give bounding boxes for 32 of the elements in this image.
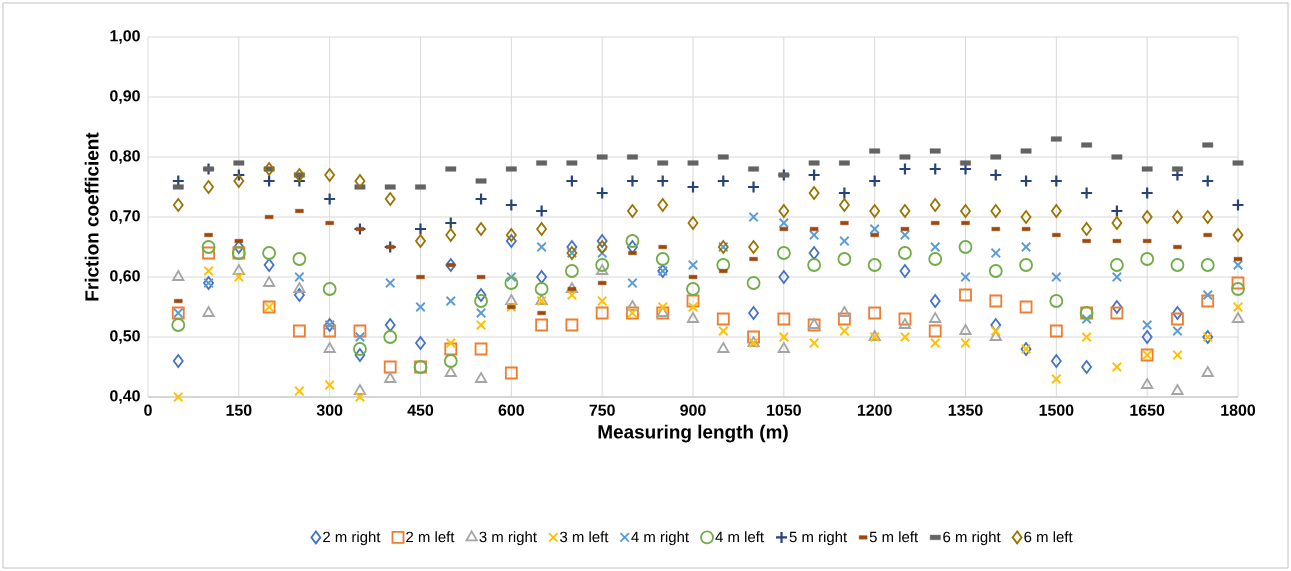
y-tick-label: 0,50: [110, 330, 140, 344]
y-tick-label: 0,80: [110, 150, 140, 164]
x-tick-label: 1650: [1130, 404, 1165, 416]
legend-label: 6 m right: [943, 531, 1001, 546]
y-tick-label: 0,70: [110, 210, 140, 224]
x-tick-label: 1800: [1221, 404, 1256, 416]
x-tick-label: 0: [144, 404, 152, 416]
x-tick-label: 150: [226, 404, 252, 416]
y-tick-label: 1,00: [110, 30, 140, 44]
legend-label: 2 m right: [323, 531, 381, 546]
legend-label: 4 m left: [715, 531, 764, 543]
y-axis-title: Friction coefficient: [84, 132, 99, 301]
x-tick-label: 1350: [948, 404, 983, 416]
legend-label: 3 m right: [479, 531, 537, 546]
x-tick-label: 600: [498, 404, 524, 416]
x-tick-label: 300: [316, 404, 343, 416]
x-tick-label: 1050: [767, 404, 801, 416]
x-tick-label: 1500: [1039, 404, 1074, 416]
x-tick-label: 450: [407, 404, 434, 416]
legend-label: 5 m left: [869, 531, 919, 543]
y-tick-label: 0,60: [110, 270, 140, 284]
x-tick-label: 750: [589, 404, 615, 416]
x-axis-title: Measuring length (m): [598, 424, 788, 443]
y-tick-label: 0,90: [110, 90, 140, 104]
x-tick-label: 1200: [857, 404, 892, 416]
legend-label: 4 m right: [631, 531, 689, 546]
x-tick-label: 900: [680, 404, 706, 416]
legend-label: 3 m left: [560, 531, 609, 543]
y-tick-label: 0,40: [110, 390, 140, 404]
legend-label: 5 m right: [789, 531, 848, 546]
legend-label: 6 m left: [1024, 531, 1073, 543]
legend-label: 2 m left: [406, 531, 455, 543]
